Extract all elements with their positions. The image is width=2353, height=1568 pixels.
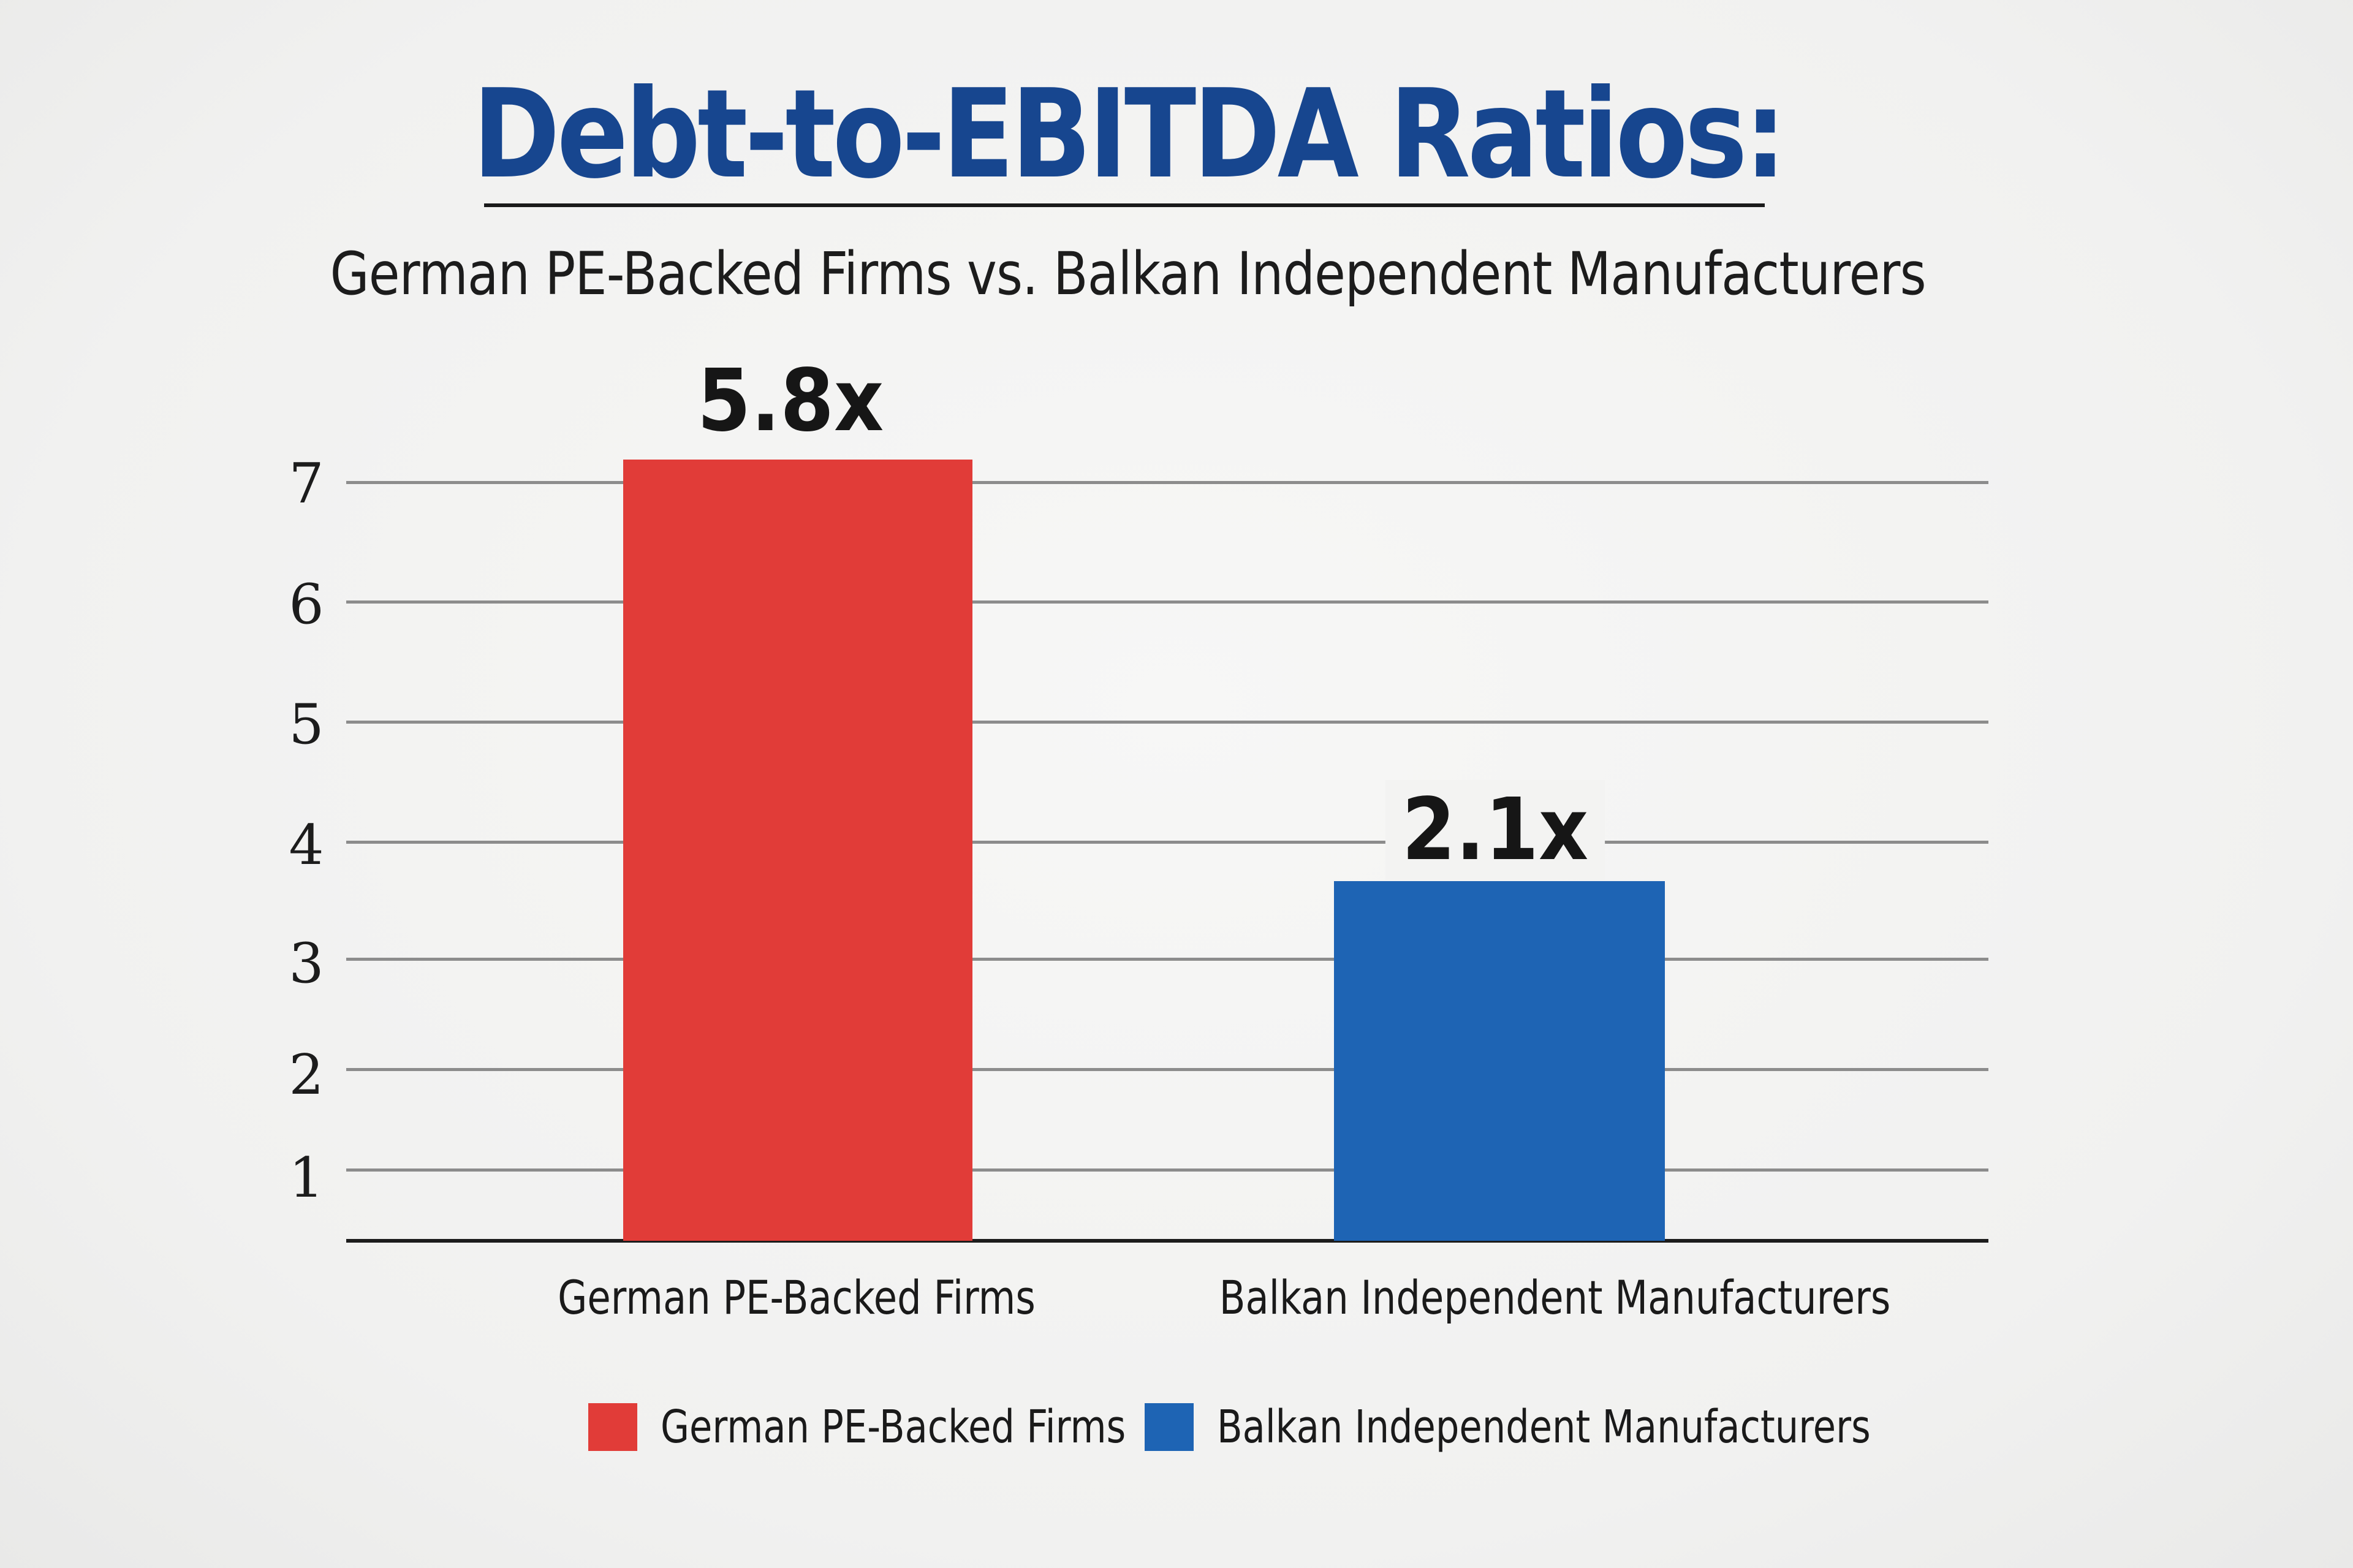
gridline-5 (346, 721, 1988, 724)
chart-legend: German PE-Backed Firms Balkan Independen… (588, 1403, 2033, 1451)
y-tick-label: 1 (289, 1146, 324, 1210)
value-label-balkan: 2.1x (1385, 780, 1605, 880)
gridline-7 (346, 481, 1988, 484)
y-tick-label: 7 (289, 452, 324, 516)
chart-title: Debt-to-EBITDA Ratios: (472, 63, 1786, 206)
y-tick-label: 2 (289, 1043, 324, 1107)
gridline-3 (346, 958, 1988, 961)
bar-german-pe-backed-firms (623, 460, 972, 1241)
value-label-german: 5.8x (697, 351, 884, 451)
legend-label: Balkan Independent Manufacturers (1217, 1401, 1871, 1453)
gridline-6 (346, 600, 1988, 604)
gridline-2 (346, 1068, 1988, 1071)
y-tick-label: 3 (289, 931, 324, 996)
title-underline (484, 203, 1765, 207)
category-label-german: German PE-Backed Firms (558, 1270, 1036, 1325)
x-axis-baseline (346, 1239, 1988, 1243)
bar-balkan-independent-manufacturers (1334, 881, 1665, 1241)
y-tick-label: 5 (289, 692, 324, 757)
gridline-1 (346, 1168, 1988, 1172)
category-label-balkan: Balkan Independent Manufacturers (1219, 1270, 1891, 1325)
legend-swatch-red (588, 1403, 637, 1451)
chart-subtitle: German PE-Backed Firms vs. Balkan Indepe… (330, 240, 1927, 308)
gridline-4 (346, 841, 1988, 844)
legend-label: German PE-Backed Firms (661, 1401, 1126, 1453)
legend-swatch-blue (1145, 1403, 1194, 1451)
y-tick-label: 4 (289, 813, 324, 877)
y-tick-label: 6 (289, 572, 324, 637)
legend-item-balkan: Balkan Independent Manufacturers (1145, 1403, 2014, 1451)
legend-item-german: German PE-Backed Firms (588, 1403, 1126, 1451)
